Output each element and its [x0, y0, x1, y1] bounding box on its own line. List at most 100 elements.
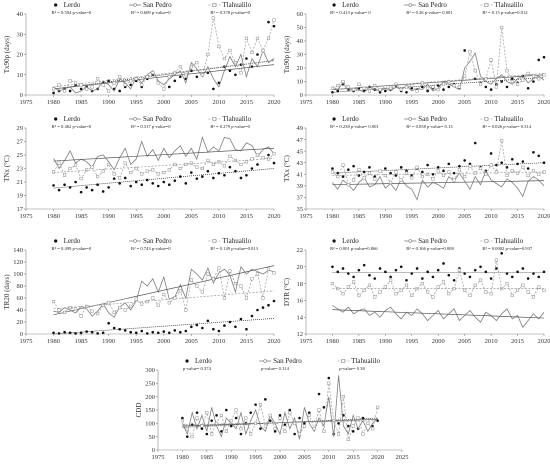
legend-marker [54, 117, 58, 121]
y-tick-label: 20 [297, 65, 304, 72]
data-point [112, 310, 116, 314]
data-point [421, 277, 424, 280]
data-point [473, 283, 477, 287]
data-point [537, 172, 541, 176]
y-tick-label: 0 [300, 92, 303, 99]
x-tick-label: 2005 [185, 99, 198, 106]
data-point [283, 429, 287, 433]
data-point [500, 161, 503, 165]
y-tick-label: 23 [17, 166, 24, 173]
data-point [68, 79, 72, 83]
data-point [210, 432, 214, 436]
data-point [272, 152, 276, 156]
data-point [233, 158, 237, 162]
data-point [140, 302, 144, 306]
y-tick-label: 14 [297, 314, 304, 321]
y-tick-label: 21 [17, 179, 24, 186]
data-point [436, 268, 440, 272]
data-point [337, 432, 341, 436]
data-point [212, 87, 215, 91]
data-point [250, 277, 254, 281]
data-point [457, 168, 461, 172]
x-tick-label: 1985 [75, 338, 88, 345]
data-point [272, 161, 276, 165]
trend-line [182, 417, 378, 428]
data-point [368, 273, 371, 277]
data-point [140, 83, 144, 87]
chart-panel-7: 0 50 100 150 200 250 300 1975 1980 1985 1990 1995 20… [135, 357, 409, 461]
data-point [212, 176, 215, 180]
data-point [484, 77, 488, 81]
data-point [184, 73, 188, 77]
data-point [178, 289, 182, 293]
legend-entry: San Pedro [418, 237, 447, 245]
data-point [200, 427, 204, 430]
legend-marker [54, 3, 58, 7]
data-point [457, 268, 461, 272]
y-tick-label: 25 [17, 152, 24, 159]
data-point [441, 173, 446, 177]
data-point [107, 321, 110, 325]
data-point [52, 87, 56, 91]
data-point [532, 151, 535, 154]
data-point [384, 89, 387, 93]
data-point [167, 168, 171, 172]
data-point [415, 267, 419, 270]
data-point [500, 139, 504, 143]
data-point [383, 285, 387, 289]
data-point [134, 180, 138, 184]
x-tick-label: 2010 [322, 454, 335, 461]
x-tick-label: 2015 [511, 338, 524, 345]
y-tick-label: 47 [297, 137, 304, 144]
series-line-san-pedro [182, 375, 378, 440]
data-point [184, 182, 188, 185]
data-point [542, 73, 546, 77]
x-tick-label: 2005 [185, 213, 198, 220]
data-point [206, 158, 210, 162]
data-point [463, 288, 467, 292]
data-point [389, 180, 393, 184]
y-tick-label: 50 [149, 434, 156, 441]
data-point [245, 57, 248, 60]
data-point [261, 306, 265, 309]
data-point [404, 283, 409, 287]
data-point [101, 303, 105, 307]
data-point [405, 91, 408, 94]
data-point [184, 329, 188, 333]
x-tick-label: 2010 [212, 338, 225, 345]
data-point [179, 330, 182, 334]
data-point [244, 36, 248, 40]
data-point [352, 178, 356, 182]
data-point [222, 57, 226, 61]
legend-marker [185, 359, 189, 363]
data-point [441, 82, 446, 86]
data-point [468, 50, 472, 54]
data-point [452, 171, 456, 175]
legend-entry: San Pedro [273, 357, 302, 365]
data-point [526, 290, 530, 294]
data-point [140, 183, 144, 186]
data-point [123, 161, 127, 165]
data-point [542, 55, 546, 59]
data-point [96, 312, 100, 316]
data-point [526, 173, 530, 177]
data-point [510, 169, 514, 173]
data-point [463, 74, 467, 78]
y-tick-label: 18 [297, 281, 304, 288]
data-point [452, 178, 456, 182]
data-point [200, 73, 204, 77]
data-point [167, 75, 171, 79]
data-point [181, 416, 184, 420]
data-point [52, 170, 56, 174]
data-point [297, 432, 302, 436]
data-point [85, 330, 88, 333]
x-tick-label: 2010 [485, 99, 498, 106]
regression-annotation: R² = 0.462 p-value=0 [52, 124, 92, 129]
data-point [426, 89, 429, 93]
data-point [404, 85, 409, 89]
y-tick-label: 37 [297, 195, 304, 202]
data-point [500, 252, 503, 255]
x-tick-label: 1985 [352, 213, 365, 220]
data-point [233, 282, 237, 286]
data-point [505, 173, 509, 177]
